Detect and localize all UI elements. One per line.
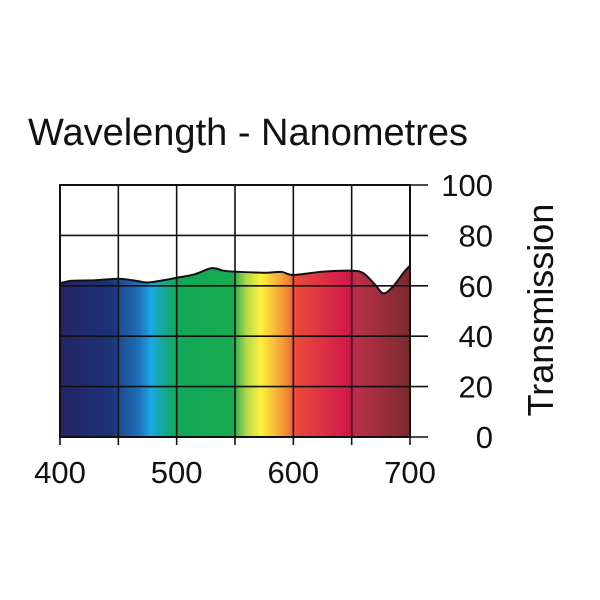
transmission-line (59, 264, 411, 295)
y-tick-label: 100 (441, 168, 493, 203)
y-tick-labels: 0 20 40 60 80 100 (441, 168, 493, 455)
y-tick-label: 40 (459, 319, 493, 354)
x-tick-labels: 400 500 600 700 (34, 455, 436, 490)
chart-title: Wavelength - Nanometres (28, 112, 468, 154)
transmission-line-group (59, 264, 411, 295)
x-tick-label: 700 (384, 455, 436, 490)
grid (59, 184, 428, 445)
x-tick-label: 500 (151, 455, 203, 490)
y-axis-label: Transmission (520, 204, 561, 417)
y-tick-label: 80 (459, 218, 493, 253)
x-tick-label: 600 (267, 455, 319, 490)
plot-frame (59, 184, 411, 438)
y-tick-label: 20 (459, 370, 493, 405)
y-tick-label: 60 (459, 269, 493, 304)
y-tick-label: 0 (476, 420, 493, 455)
x-tick-label: 400 (34, 455, 86, 490)
